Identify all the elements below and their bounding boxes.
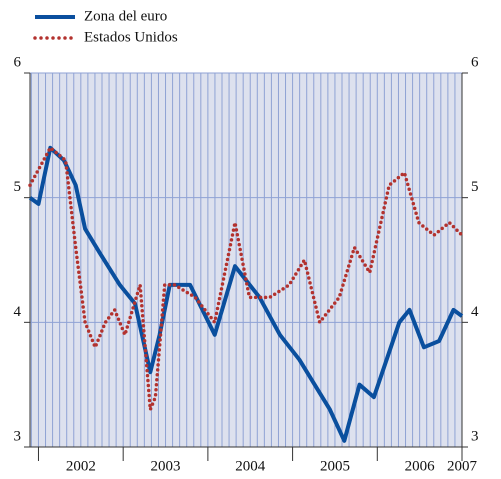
y-tick-label: 5	[14, 179, 22, 195]
series-line	[28, 146, 464, 412]
x-tick-label: 2007	[447, 458, 478, 474]
y-tick-label: 3	[14, 428, 22, 444]
y2-tick-label: 4	[471, 304, 479, 320]
x-tick-label: 2002	[66, 458, 96, 474]
y-tick-label: 6	[14, 54, 22, 70]
y-tick-label: 4	[14, 304, 22, 320]
y2-tick-label: 5	[471, 179, 479, 195]
x-tick-label: 2003	[151, 458, 181, 474]
series-line	[28, 145, 464, 443]
x-tick-label: 2004	[235, 458, 266, 474]
y2-tick-label: 6	[471, 54, 479, 70]
x-tick-label: 2005	[320, 458, 350, 474]
legend-label: Estados Unidos	[84, 29, 178, 45]
y2-tick-label: 3	[471, 428, 479, 444]
legend-label: Zona del euro	[84, 8, 167, 24]
x-tick-label: 2006	[405, 458, 436, 474]
